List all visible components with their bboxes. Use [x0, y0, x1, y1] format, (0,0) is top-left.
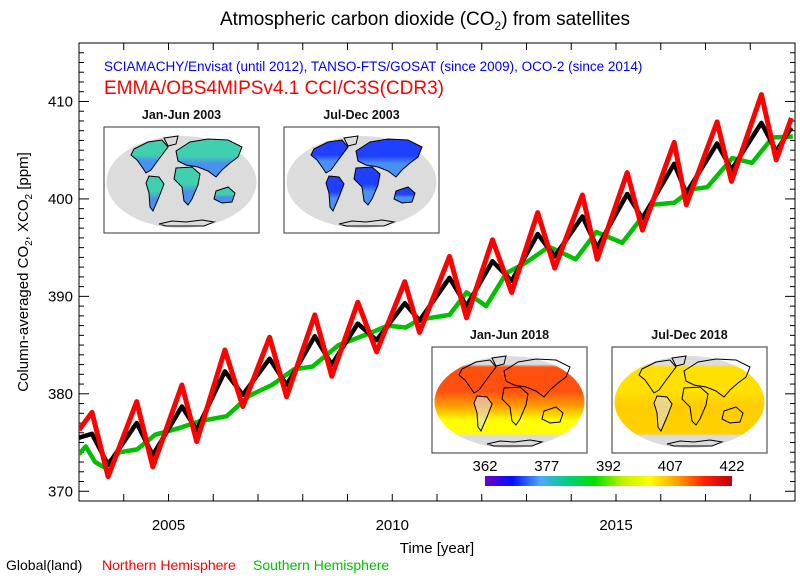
colorbar-tick-label: 392: [596, 458, 621, 475]
map-antarctica: [486, 439, 544, 447]
series-line-northern-hemisphere: [79, 92, 794, 480]
map-inset-label: Jul-Dec 2003: [323, 108, 399, 122]
y-tick-label: 370: [48, 483, 73, 500]
map-australia: [213, 186, 236, 204]
map-globe: [434, 356, 585, 448]
map-eurasia: [503, 358, 571, 398]
x-tick-labels: 2005 2010 2015: [152, 517, 633, 534]
map-eurasia: [683, 358, 751, 398]
colorbar-tick-label: 377: [534, 458, 559, 475]
colorbar-tick-label: 362: [472, 458, 497, 475]
map-inset: Jul-Dec 2018: [611, 328, 768, 454]
y-tick-label: 380: [48, 386, 73, 403]
map-antarctica: [338, 219, 396, 227]
x-tick-label: 2005: [152, 517, 185, 534]
legend-southern: Southern Hemisphere: [253, 557, 389, 573]
map-eurasia: [175, 138, 243, 178]
map-africa: [501, 386, 529, 426]
map-south-america: [473, 395, 493, 432]
map-greenland: [343, 135, 359, 147]
map-north-america: [458, 359, 497, 394]
instruments-subtitle: SCIAMACHY/Envisat (until 2012), TANSO-FT…: [104, 59, 642, 74]
map-globe: [614, 356, 765, 448]
map-south-america: [653, 395, 673, 432]
y-tick-label: 390: [48, 288, 73, 305]
map-north-america: [638, 359, 677, 394]
x-axis-label: Time [year]: [400, 540, 474, 557]
y-axis-label: Column-averaged CO2, XCO2 [ppm]: [15, 152, 35, 392]
y-tick-labels: 370 380 390 400 410: [48, 93, 73, 500]
map-inset: Jan-Jun 2003: [103, 108, 260, 234]
series-lines: [79, 92, 794, 480]
map-australia: [721, 406, 744, 424]
legend: Global(land) Northern Hemisphere Souther…: [6, 557, 389, 573]
map-greenland: [163, 135, 179, 147]
product-subtitle: EMMA/OBS4MIPSv4.1 CCI/C3S(CDR3): [104, 78, 444, 99]
map-insets: Jan-Jun 2003 Jul-Dec 2003 Jan-Jun 2018 Jul-…: [103, 108, 768, 454]
series-line-southern-hemisphere: [79, 134, 793, 470]
map-inset-label: Jan-Jun 2003: [142, 108, 221, 122]
colorbar-gradient: [485, 476, 732, 486]
map-north-america: [130, 139, 169, 174]
map-inset-label: Jan-Jun 2018: [470, 328, 549, 342]
colorbar-tick-label: 407: [658, 458, 683, 475]
y-tick-label: 400: [48, 191, 73, 208]
colorbar-tick-label: 422: [719, 458, 744, 475]
map-inset: Jul-Dec 2003: [283, 108, 440, 234]
legend-global: Global(land): [6, 557, 82, 573]
map-inset: Jan-Jun 2018: [431, 328, 588, 454]
axis-ticks: [78, 42, 796, 502]
colorbar: 362 377 392 407 422: [472, 458, 745, 486]
map-eurasia: [355, 138, 423, 178]
map-south-america: [145, 175, 165, 212]
map-africa: [681, 386, 709, 426]
map-north-america: [310, 139, 349, 174]
map-antarctica: [158, 219, 216, 227]
legend-northern: Northern Hemisphere: [102, 557, 236, 573]
y-tick-label: 410: [48, 93, 73, 110]
map-africa: [173, 166, 201, 206]
map-inset-label: Jul-Dec 2018: [651, 328, 727, 342]
map-australia: [541, 406, 564, 424]
map-south-america: [325, 175, 345, 212]
x-tick-label: 2015: [599, 517, 632, 534]
chart-title: Atmospheric carbon dioxide (CO2) from sa…: [220, 9, 630, 33]
x-tick-label: 2010: [376, 517, 409, 534]
map-greenland: [671, 355, 687, 367]
map-australia: [393, 186, 416, 204]
map-antarctica: [666, 439, 724, 447]
map-africa: [353, 166, 381, 206]
map-greenland: [491, 355, 507, 367]
